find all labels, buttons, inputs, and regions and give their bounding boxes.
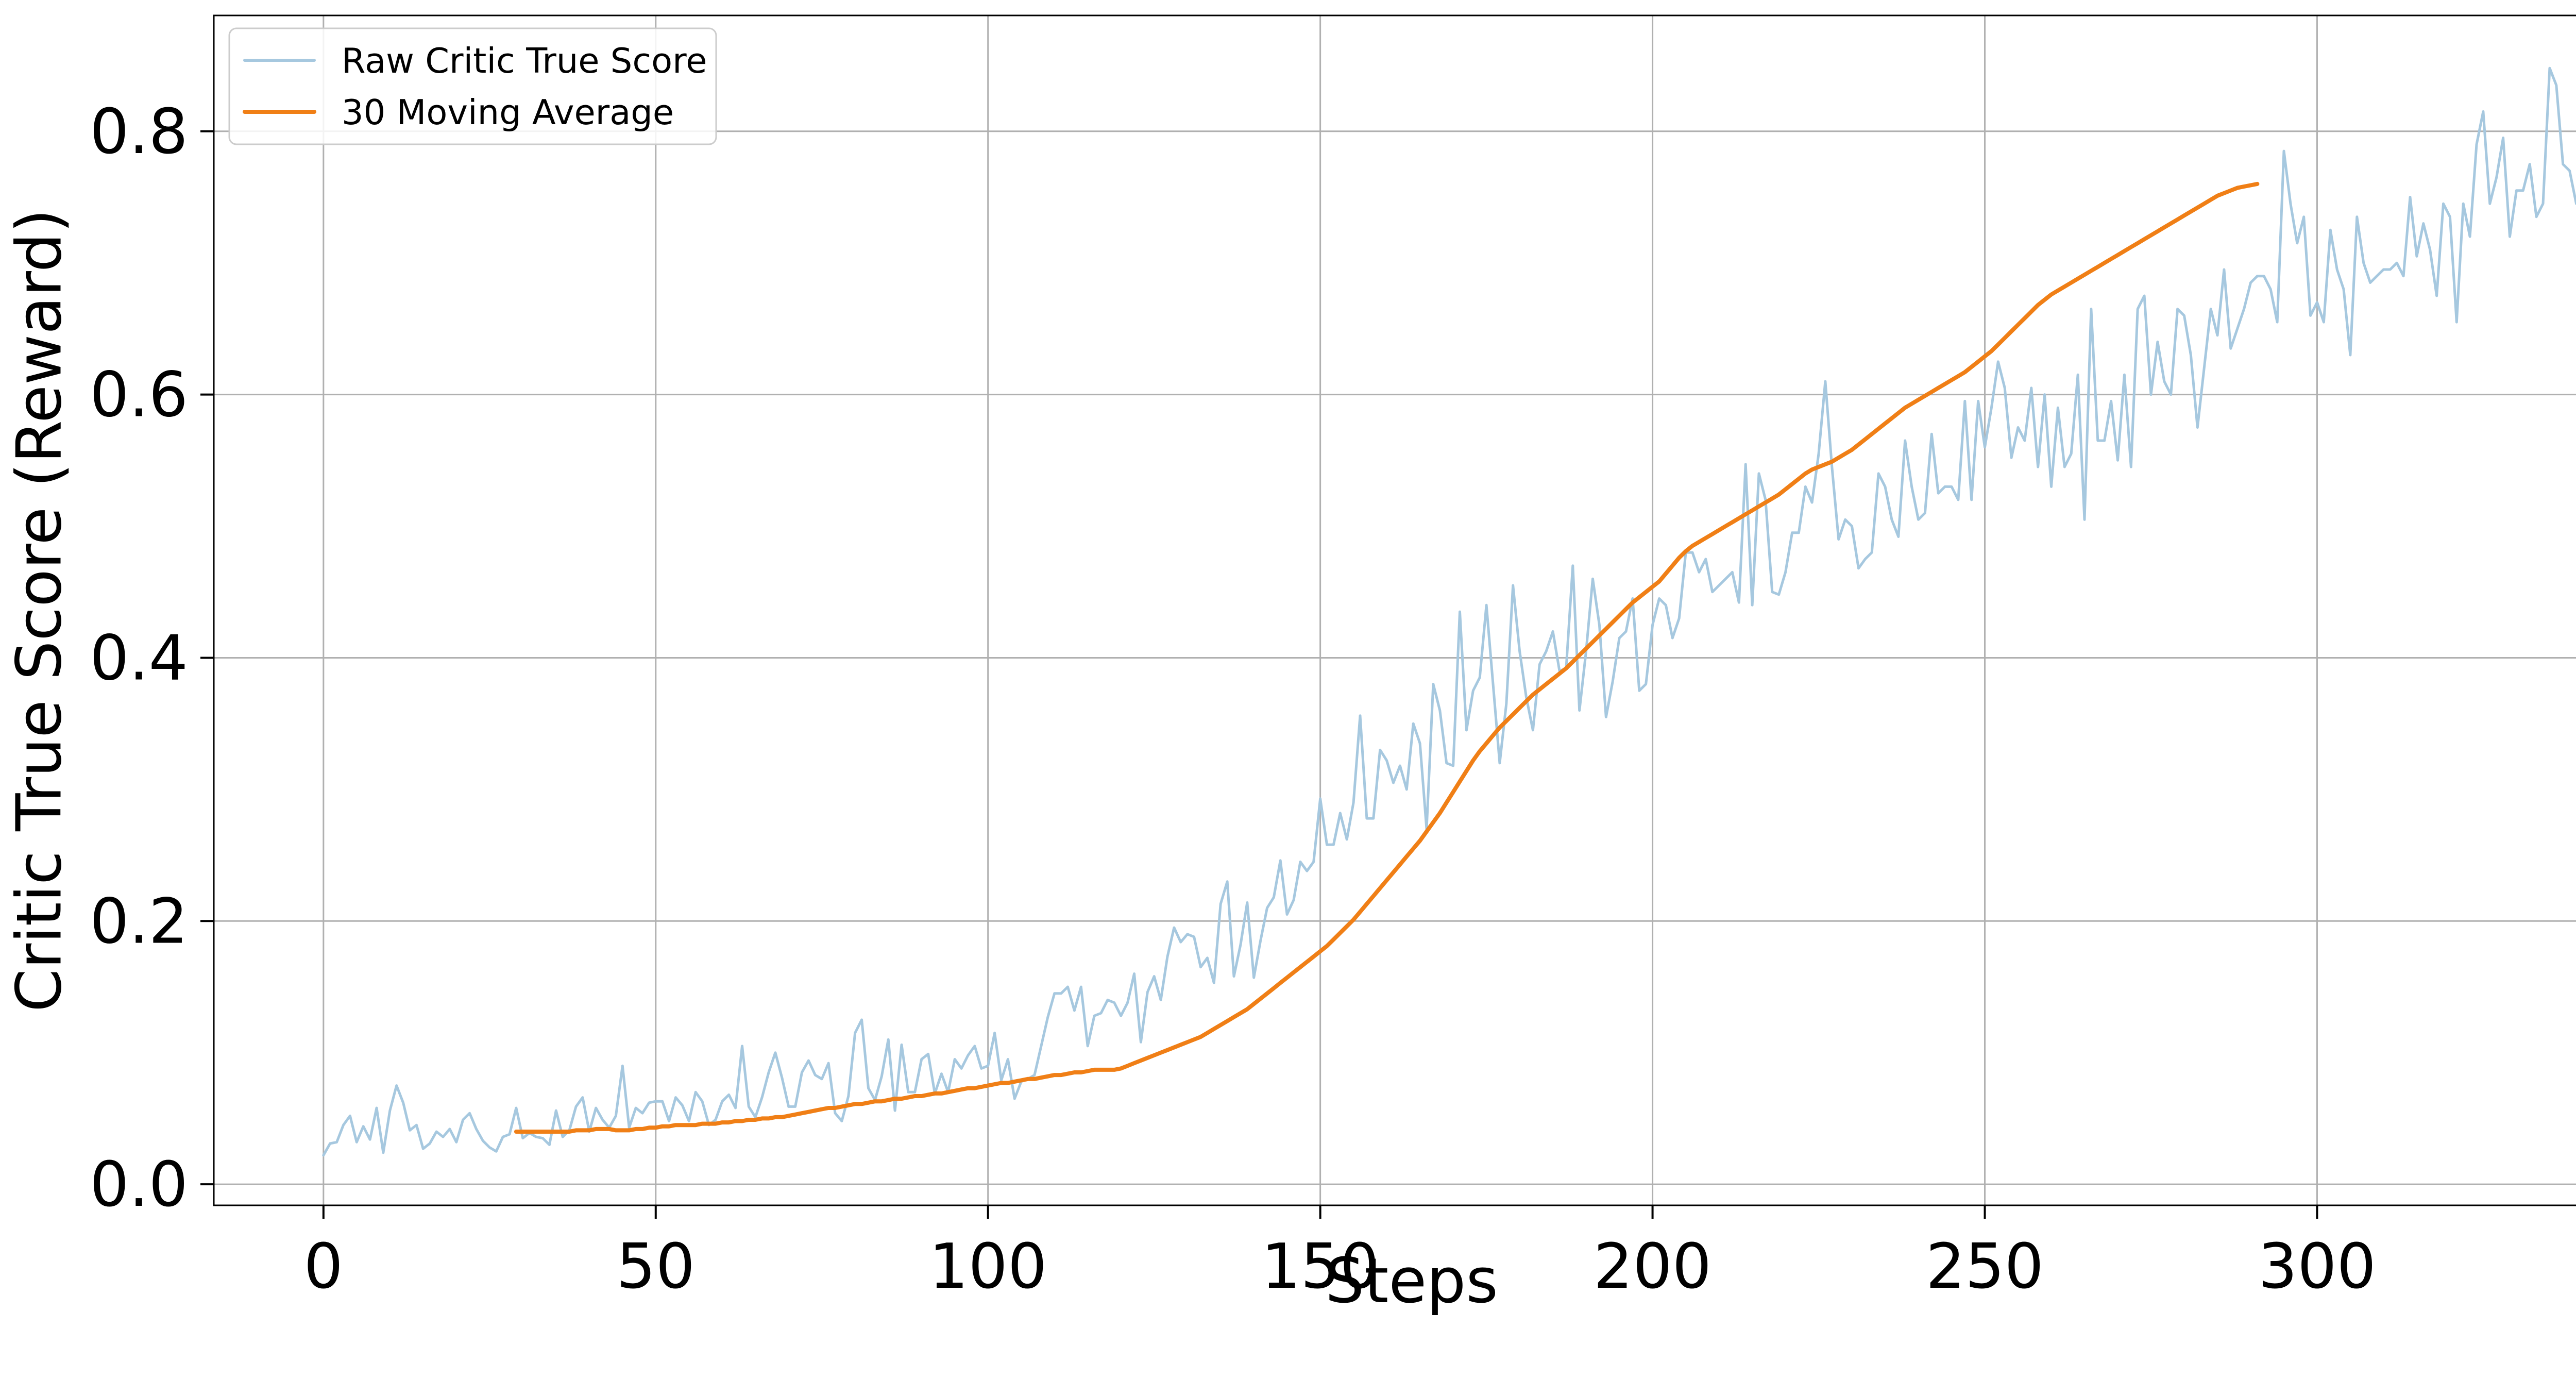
series-line-raw	[322, 66, 2576, 1157]
y-axis-title: Critic True Score (Reward)	[4, 209, 76, 1012]
x-tick-label: 300	[2258, 1231, 2376, 1303]
y-tick-label: 0.2	[90, 886, 188, 957]
x-tick-label: 150	[1261, 1231, 1379, 1303]
ticks: 0 50 100 150 200 250 300 0.0 0.2 0.4 0.6 0.8	[90, 96, 2376, 1303]
y-tick-label: 0.6	[90, 360, 188, 431]
series-layer	[322, 66, 2576, 1157]
x-axis-title: Steps	[1325, 1246, 1498, 1317]
y-tick-label: 0.4	[90, 623, 188, 694]
y-tick-label: 0.0	[90, 1149, 188, 1221]
legend: Raw Critic True Score 30 Moving Average	[228, 27, 717, 145]
x-tick-label: 200	[1594, 1231, 1711, 1303]
legend-label-moving-average: 30 Moving Average	[342, 92, 674, 132]
x-tick-label: 250	[1926, 1231, 2044, 1303]
x-tick-label: 100	[929, 1231, 1047, 1303]
legend-label-raw: Raw Critic True Score	[342, 41, 707, 81]
x-tick-label: 0	[304, 1231, 343, 1303]
y-tick-label: 0.8	[90, 96, 188, 168]
series-line-moving-average	[514, 181, 2260, 1134]
legend-box	[228, 27, 717, 145]
x-tick-label: 50	[616, 1231, 695, 1303]
plot-frame	[213, 14, 2576, 1206]
